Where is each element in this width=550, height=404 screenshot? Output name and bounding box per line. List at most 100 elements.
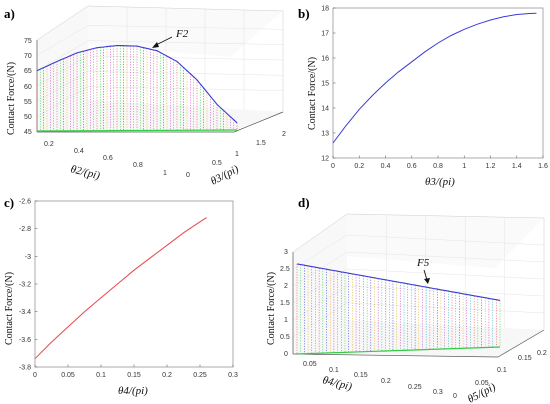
panel-c-label: c) — [4, 195, 14, 210]
panel-2-xtick-1: 0.05 — [61, 372, 75, 379]
panel-1-xtick-8: 1.6 — [538, 163, 548, 170]
panel-1-ytick-4: 16 — [321, 56, 329, 63]
c-xlabel: θ4/(pi) — [118, 385, 148, 397]
a-series-line — [36, 44, 238, 124]
panel-c-plot-area — [34, 200, 234, 368]
panel-b-label: b) — [298, 6, 310, 21]
panel-d-label: d) — [298, 195, 310, 210]
d-ztick-3: 0.15 — [518, 355, 532, 362]
d-annotation: F5 — [416, 257, 430, 269]
a-ztick-4: 2 — [282, 131, 286, 138]
panel-2-xtick-4: 0.2 — [162, 372, 172, 379]
panel-a: a) 45 50 55 60 65 70 75 0.2 0.4 0.6 0.8 … — [4, 5, 286, 188]
d-xtick-2: 0.15 — [354, 372, 368, 379]
panel-2-xtick-3: 0.15 — [127, 372, 141, 379]
panel-1-ytick-0: 12 — [321, 156, 329, 163]
d-ztick-1: 0.05 — [475, 380, 489, 387]
grid-line-8 — [292, 234, 348, 270]
grid-line-5 — [346, 268, 545, 280]
grid-line-9 — [346, 234, 545, 246]
panel-2-xtick-2: 0.1 — [96, 372, 106, 379]
panel-c-curve — [34, 217, 207, 360]
d-ztick-2: 0.1 — [497, 367, 507, 374]
d-xtick-3: 0.2 — [381, 378, 391, 385]
panel-d-back-wall — [293, 214, 544, 268]
d-xtick-1: 0.1 — [329, 367, 339, 374]
d-xtick-0: 0.05 — [303, 361, 317, 368]
d-ytick-6: 3 — [284, 249, 288, 256]
a-annotation: F2 — [175, 28, 189, 40]
panel-a-label: a) — [4, 6, 15, 21]
a-ytick-3: 60 — [24, 84, 32, 91]
panel-a-back-wall — [37, 6, 283, 57]
d-ytick-4: 2 — [284, 283, 288, 290]
grid-line-2 — [36, 71, 89, 102]
panel-2-ytick-4: -3 — [25, 254, 31, 261]
d-ztick-4: 0.2 — [537, 350, 547, 357]
grid-line-7 — [346, 251, 545, 263]
panel-a-side-wall — [37, 6, 88, 130]
panel-a-top-side-edge — [36, 5, 89, 41]
panel-1-ytick-3: 15 — [321, 81, 329, 88]
d-ytick-5: 2.5 — [280, 266, 290, 273]
b-ylabel: Contact Force/(N) — [307, 57, 318, 130]
a-ztick-2: 1 — [235, 151, 239, 158]
panel-1-xtick-7: 1.4 — [512, 163, 522, 170]
panel-b: b) 0 0.2 0.4 0.6 0.8 1 1.2 1.4 1.6 12 13 14 15 16 17 18… — [298, 6, 548, 189]
a-xtick-3: 0.8 — [133, 162, 143, 169]
panel-2-xtick-0: 0 — [33, 372, 37, 379]
panel-1-ytick-2: 14 — [321, 106, 329, 113]
panel-2-ytick-2: -3.4 — [19, 309, 31, 316]
d-ylabel: Contact Force/(N) — [266, 272, 277, 345]
panel-2-xtick-5: 0.25 — [193, 372, 207, 379]
a-ztick-0: 0 — [186, 172, 190, 179]
panel-d-curve — [296, 263, 501, 301]
d-ytick-0: 0 — [284, 351, 288, 358]
panel-1-ytick-1: 13 — [321, 131, 329, 138]
panel-2-ytick-6: -2.6 — [19, 199, 31, 206]
panel-c-ticks: 0 0.05 0.1 0.15 0.2 0.25 0.3 -3.8 -3.6 -3.4 -3.2 -3… — [19, 199, 238, 380]
a-annotation-arrowhead — [152, 42, 159, 48]
a-ytick-5: 70 — [24, 53, 32, 60]
d-xtick-4: 0.25 — [408, 384, 422, 391]
a-xtick-1: 0.4 — [74, 148, 84, 155]
a-ytick-1: 50 — [24, 114, 32, 121]
panel-2-ytick-3: -3.2 — [19, 282, 31, 289]
panel-b-plot-area — [332, 7, 544, 159]
grid-line-6 — [292, 251, 348, 287]
d-annotation-arrowhead — [424, 278, 430, 284]
a-xtick-2: 0.6 — [103, 155, 113, 162]
d-ytick-2: 1 — [284, 317, 288, 324]
grid-line-1 — [346, 302, 545, 314]
panel-b-ticks: 0 0.2 0.4 0.6 0.8 1 1.2 1.4 1.6 12 13 14 15 16 17 18 — [321, 6, 548, 171]
a-ylabel: Contact Force/(N) — [6, 62, 17, 135]
panel-1-xtick-2: 0.4 — [381, 163, 391, 170]
panel-d-top-side-edge — [292, 213, 348, 253]
panel-d-x-axis — [292, 353, 499, 358]
a-xtick-0: 0.2 — [44, 141, 54, 148]
panel-1-ytick-6: 18 — [321, 6, 329, 13]
panel-2-series-line — [34, 217, 207, 360]
panel-d-top-edge — [346, 213, 545, 219]
panel-1-ytick-5: 17 — [321, 31, 329, 38]
grid-line-6 — [36, 40, 89, 71]
panel-a-curve — [36, 44, 238, 124]
grid-line-8 — [36, 25, 89, 56]
panel-1-xtick-6: 1.2 — [486, 163, 496, 170]
d-annotation-arrow — [423, 269, 428, 281]
c-ylabel: Contact Force/(N) — [4, 272, 15, 345]
a-ytick-6: 75 — [24, 38, 32, 45]
panel-b-curve — [332, 12, 537, 144]
panel-c: c) 0 0.05 0.1 0.15 0.2 0.25 0.3 -3.8 -3.6 -3.4 -3.… — [4, 195, 238, 397]
panel-d-side-wall — [293, 214, 347, 354]
a-ztick-1: 0.5 — [212, 160, 222, 167]
grid-line-7 — [87, 40, 284, 45]
panel-1-xtick-3: 0.6 — [407, 163, 417, 170]
d-ytick-3: 1.5 — [280, 300, 290, 307]
b-xlabel: θ3/(pi) — [425, 176, 455, 188]
panel-1-xtick-5: 1 — [462, 163, 466, 170]
grid-line-4 — [292, 268, 348, 304]
panel-a-stems — [36, 45, 238, 131]
grid-line-9 — [87, 25, 284, 30]
